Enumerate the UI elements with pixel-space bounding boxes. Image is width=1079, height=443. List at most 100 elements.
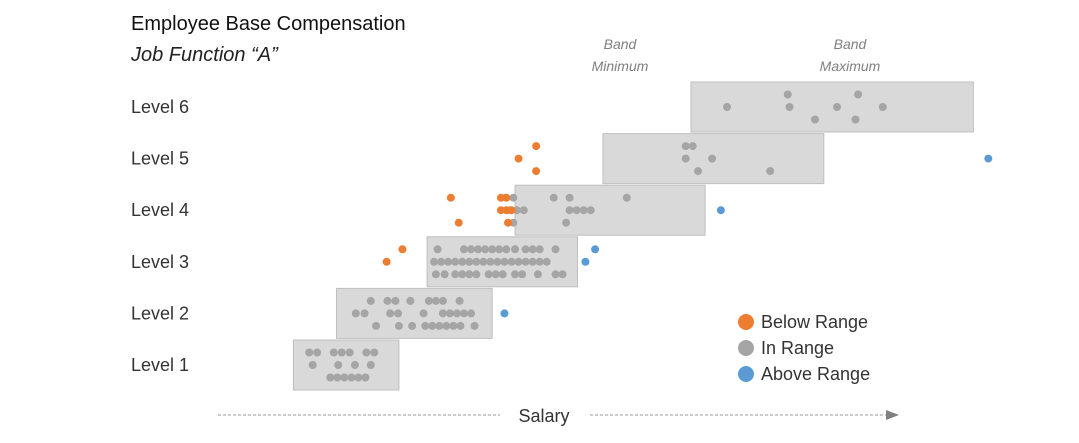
point-below-level-3: [382, 257, 391, 266]
level-labels: Level 1 Level 2 Level 3 Level 4 Level 5 Level…: [131, 97, 189, 375]
point-in-level-2: [470, 321, 479, 330]
point-in-level-2: [372, 321, 381, 330]
point-in-level-6: [785, 103, 794, 111]
point-in-level-2: [351, 309, 360, 318]
point-in-level-3: [502, 245, 511, 254]
level-label-5: Level 5: [131, 149, 189, 169]
point-in-level-3: [451, 257, 460, 266]
point-in-level-3: [460, 245, 469, 254]
point-in-level-3: [486, 257, 495, 266]
band-maximum-annotation: Band Maximum: [820, 36, 881, 74]
point-above-level-5: [984, 154, 993, 163]
point-in-level-4: [562, 218, 571, 227]
point-in-level-1: [305, 348, 314, 357]
point-in-level-1: [337, 348, 346, 357]
point-above-level-3: [581, 257, 590, 266]
point-in-level-3: [440, 270, 449, 279]
point-in-level-2: [456, 321, 465, 330]
point-in-level-3: [474, 245, 483, 254]
employee-points: [305, 90, 993, 382]
legend-label-in: In Range: [761, 338, 834, 358]
point-in-level-6: [723, 103, 732, 111]
point-in-level-2: [394, 309, 403, 318]
point-in-level-1: [333, 373, 342, 382]
point-in-level-2: [408, 321, 417, 330]
point-in-level-5: [681, 142, 690, 151]
point-in-level-2: [424, 296, 433, 305]
point-in-level-3: [521, 257, 530, 266]
point-in-level-6: [811, 115, 820, 124]
point-in-level-3: [430, 257, 439, 266]
x-axis-arrow-icon: [886, 410, 899, 420]
point-in-level-3: [458, 257, 467, 266]
point-in-level-4: [565, 193, 574, 202]
legend: Below Range In Range Above Range: [738, 312, 870, 384]
point-in-level-3: [493, 257, 502, 266]
point-in-level-3: [558, 270, 567, 279]
band-minimum-text: Band Minimum: [592, 36, 649, 74]
point-in-level-3: [521, 245, 530, 254]
point-in-level-2: [467, 309, 476, 318]
level-label-1: Level 1: [131, 355, 189, 375]
level-label-4: Level 4: [131, 200, 189, 220]
point-in-level-3: [535, 257, 544, 266]
point-in-level-2: [455, 296, 464, 305]
point-in-level-1: [362, 348, 371, 357]
point-in-level-2: [442, 321, 451, 330]
point-below-level-5: [532, 142, 541, 151]
point-below-level-4: [502, 193, 511, 202]
point-in-level-3: [528, 245, 537, 254]
point-in-level-2: [435, 321, 444, 330]
point-in-level-3: [511, 270, 520, 279]
point-in-level-2: [438, 296, 447, 305]
point-below-level-5: [514, 154, 523, 163]
point-below-level-3: [398, 245, 407, 254]
point-in-level-3: [433, 245, 442, 254]
legend-marker-above: [738, 366, 754, 382]
point-in-level-4: [549, 193, 558, 202]
point-in-level-3: [511, 245, 520, 254]
point-above-level-2: [500, 309, 509, 318]
point-in-level-2: [431, 296, 440, 305]
point-in-level-4: [519, 206, 528, 215]
point-in-level-3: [458, 270, 467, 279]
point-in-level-5: [688, 142, 697, 151]
point-in-level-3: [431, 270, 440, 279]
point-in-level-3: [507, 257, 516, 266]
point-in-level-4: [565, 206, 574, 215]
point-in-level-2: [428, 321, 437, 330]
point-in-level-2: [386, 309, 395, 318]
point-in-level-1: [326, 373, 335, 382]
point-in-level-1: [370, 348, 379, 357]
legend-label-below: Below Range: [761, 312, 868, 332]
point-in-level-1: [350, 361, 359, 369]
point-in-level-1: [329, 348, 338, 357]
point-in-level-6: [854, 90, 863, 99]
point-in-level-3: [479, 257, 488, 266]
point-above-level-4: [716, 206, 725, 215]
x-axis: Salary: [218, 406, 899, 426]
point-below-level-4: [454, 218, 463, 227]
point-in-level-2: [421, 321, 430, 330]
point-below-level-4: [446, 193, 455, 202]
band-minimum-annotation: Band Minimum: [592, 36, 649, 74]
point-in-level-2: [383, 296, 392, 305]
point-in-level-3: [518, 270, 527, 279]
point-in-level-1: [308, 361, 317, 369]
point-in-level-6: [833, 103, 842, 111]
point-in-level-3: [491, 270, 500, 279]
point-in-level-4: [622, 193, 631, 202]
point-in-level-6: [851, 115, 860, 124]
point-in-level-3: [437, 257, 446, 266]
point-in-level-1: [366, 361, 375, 369]
point-in-level-3: [472, 257, 481, 266]
point-in-level-1: [340, 373, 349, 382]
point-in-level-3: [514, 257, 523, 266]
point-in-level-3: [498, 270, 507, 279]
chart-title: Employee Base Compensation: [131, 13, 406, 35]
point-in-level-3: [465, 270, 474, 279]
band-level-6: [690, 81, 974, 133]
point-above-level-3: [591, 245, 600, 254]
point-in-level-3: [465, 257, 474, 266]
